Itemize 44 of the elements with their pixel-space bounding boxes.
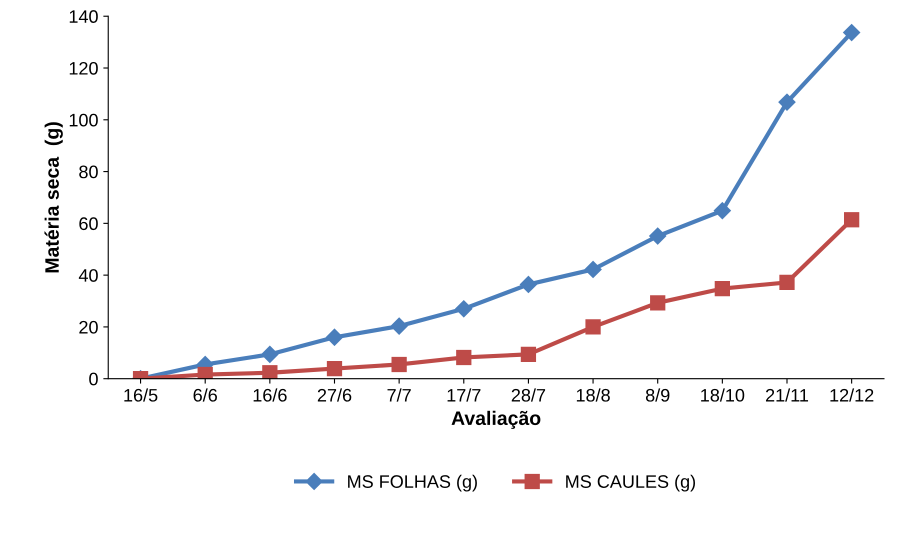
x-tick-label: 21/11 <box>766 388 808 402</box>
x-tick-label: 27/6 <box>318 388 352 402</box>
y-tick-label: 20 <box>79 320 98 334</box>
x-tick-label: 7/7 <box>388 388 411 402</box>
y-tick-label: 80 <box>79 166 98 178</box>
y-tick-label: 0 <box>89 372 98 386</box>
x-axis-title: Avaliação <box>452 410 540 429</box>
x-tick-label: 18/8 <box>576 388 610 402</box>
point <box>585 319 601 335</box>
point <box>778 94 796 111</box>
x-tick-label: 18/10 <box>701 388 744 402</box>
x-tick-label: 16/6 <box>254 388 287 402</box>
point <box>261 346 278 363</box>
point <box>844 212 860 228</box>
point <box>520 276 537 294</box>
y-tick-label: 140 <box>70 10 98 23</box>
point <box>391 356 407 372</box>
y-tick-label: 120 <box>70 62 98 75</box>
point <box>779 274 795 290</box>
point <box>584 260 602 278</box>
x-tick-label: 6/6 <box>194 388 217 402</box>
point <box>520 346 536 362</box>
point <box>456 350 472 366</box>
y-axis-title: Matéria seca (g) <box>44 122 63 272</box>
point <box>455 300 472 318</box>
y-tick-label: 40 <box>78 269 98 282</box>
point <box>390 318 408 335</box>
legend-label: MS FOLHAS (g) <box>348 474 477 492</box>
x-tick-label: 8/9 <box>646 388 670 402</box>
x-tick-label: 16/5 <box>124 388 158 402</box>
legend-label: MS CAULES (g) <box>566 474 696 492</box>
point <box>326 360 342 376</box>
x-tick-label: 28/7 <box>512 388 546 402</box>
point <box>650 295 666 310</box>
point <box>843 24 860 42</box>
x-tick-label: 12/12 <box>830 388 874 402</box>
y-tick-label: 100 <box>70 114 98 127</box>
point <box>714 202 731 220</box>
point <box>326 328 344 346</box>
x-tick-label: 17/7 <box>448 388 480 402</box>
point <box>262 365 278 379</box>
point <box>714 280 730 296</box>
y-tick-label: 60 <box>79 217 98 230</box>
point <box>649 227 666 245</box>
